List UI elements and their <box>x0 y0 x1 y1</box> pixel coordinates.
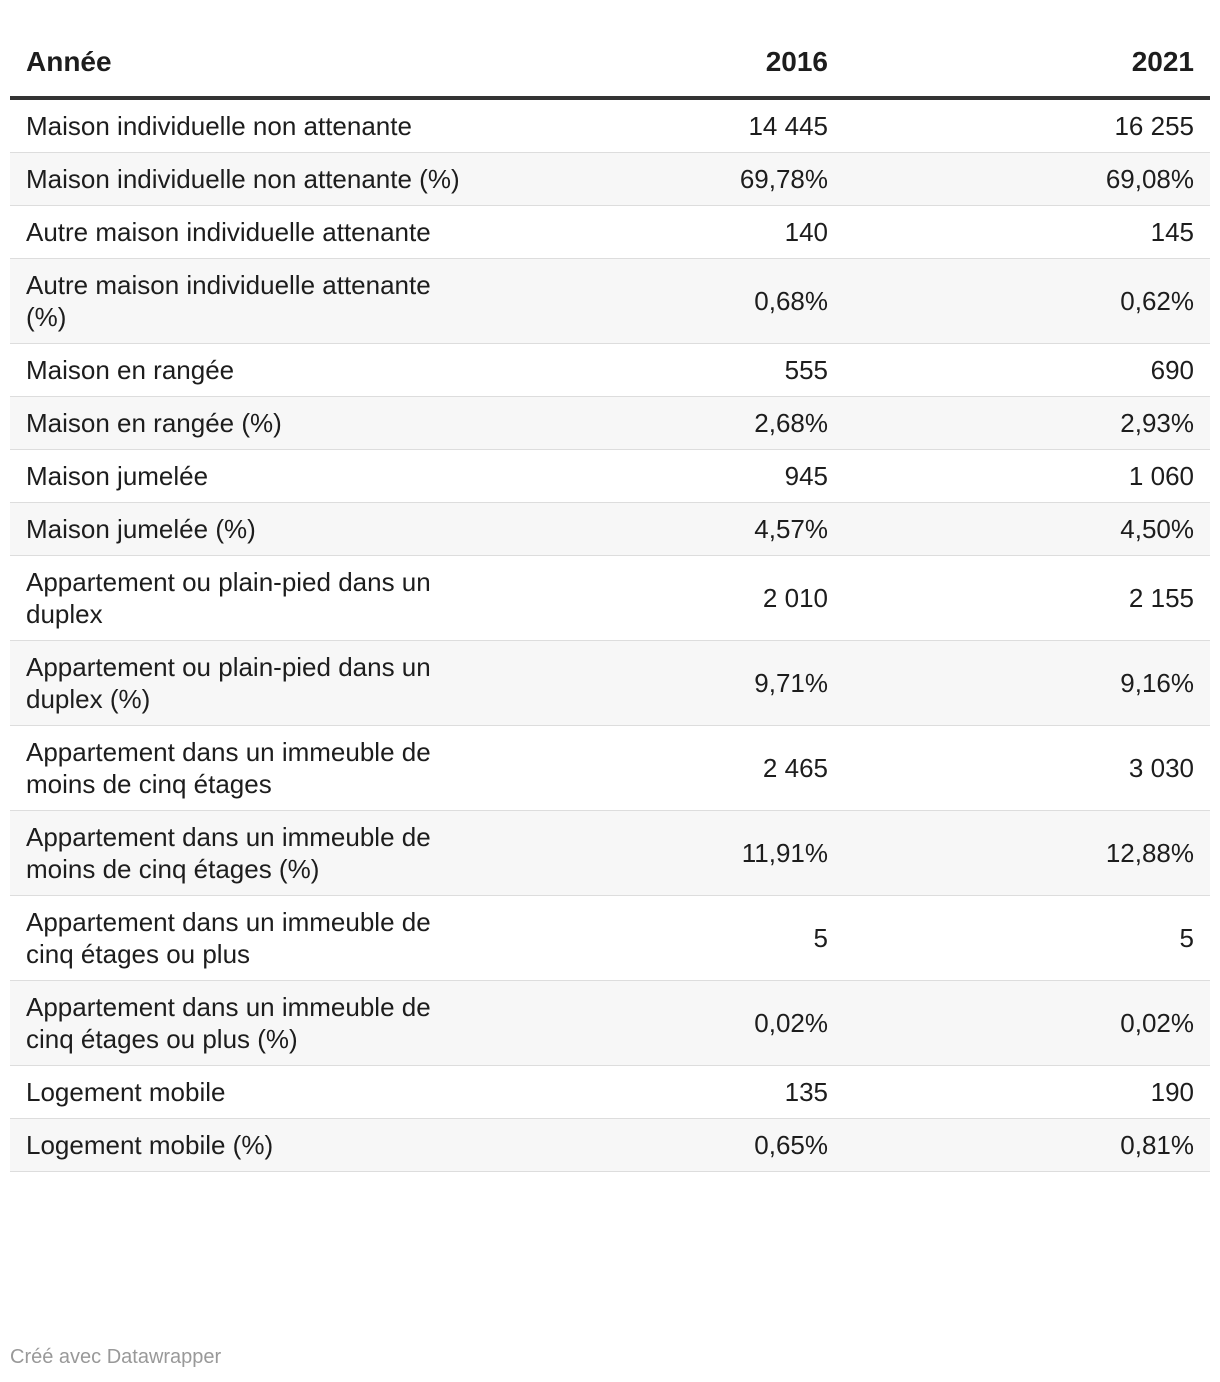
cell-2016: 0,68% <box>610 258 844 344</box>
row-label: Appartement dans un immeuble de cinq éta… <box>10 980 610 1066</box>
cell-2021: 5 <box>844 895 1210 981</box>
cell-2016: 945 <box>610 449 844 503</box>
cell-2021: 12,88% <box>844 810 1210 896</box>
column-header-annee[interactable]: Année <box>10 28 610 100</box>
row-label: Maison jumelée <box>10 449 610 503</box>
table-row: Logement mobile 135 190 <box>10 1065 1210 1119</box>
cell-2016: 14 445 <box>610 98 844 153</box>
row-label: Appartement ou plain-pied dans un duplex <box>10 555 610 641</box>
cell-2021: 1 060 <box>844 449 1210 503</box>
table-row: Logement mobile (%) 0,65% 0,81% <box>10 1118 1210 1172</box>
row-label: Appartement dans un immeuble de moins de… <box>10 725 610 811</box>
table-row: Maison individuelle non attenante 14 445 1… <box>10 98 1210 153</box>
cell-2021: 3 030 <box>844 725 1210 811</box>
row-label: Maison en rangée <box>10 343 610 397</box>
cell-2016: 0,65% <box>610 1118 844 1172</box>
cell-2016: 2 010 <box>610 555 844 641</box>
cell-2021: 190 <box>844 1065 1210 1119</box>
cell-2021: 4,50% <box>844 502 1210 556</box>
cell-2021: 0,62% <box>844 258 1210 344</box>
row-label: Appartement ou plain-pied dans un duplex… <box>10 640 610 726</box>
row-label: Logement mobile <box>10 1065 610 1119</box>
row-label: Autre maison individuelle attenante (%) <box>10 258 610 344</box>
datawrapper-credit: Créé avec Datawrapper <box>10 1346 222 1368</box>
cell-2021: 2,93% <box>844 396 1210 450</box>
column-header-2016[interactable]: 2016 <box>610 28 844 100</box>
data-table: Année 2016 2021 Maison individuelle non … <box>10 28 1210 1172</box>
column-header-2021[interactable]: 2021 <box>844 28 1210 100</box>
cell-2016: 9,71% <box>610 640 844 726</box>
cell-2016: 140 <box>610 205 844 259</box>
table-row: Autre maison individuelle attenante (%) 0… <box>10 258 1210 344</box>
cell-2021: 69,08% <box>844 152 1210 206</box>
table-row: Maison jumelée (%) 4,57% 4,50% <box>10 502 1210 556</box>
table-row: Appartement dans un immeuble de moins de… <box>10 725 1210 811</box>
table-row: Appartement ou plain-pied dans un duplex… <box>10 555 1210 641</box>
table-header: Année 2016 2021 <box>10 28 1210 100</box>
header-row: Année 2016 2021 <box>10 28 1210 100</box>
row-label: Appartement dans un immeuble de cinq éta… <box>10 895 610 981</box>
row-label: Appartement dans un immeuble de moins de… <box>10 810 610 896</box>
row-label: Maison jumelée (%) <box>10 502 610 556</box>
table-row: Appartement dans un immeuble de cinq éta… <box>10 980 1210 1066</box>
cell-2016: 69,78% <box>610 152 844 206</box>
table-body: Maison individuelle non attenante 14 445 1… <box>10 98 1210 1172</box>
row-label: Autre maison individuelle attenante <box>10 205 610 259</box>
cell-2016: 555 <box>610 343 844 397</box>
cell-2016: 2,68% <box>610 396 844 450</box>
cell-2016: 135 <box>610 1065 844 1119</box>
table-row: Maison jumelée 945 1 060 <box>10 449 1210 503</box>
row-label: Maison individuelle non attenante <box>10 98 610 153</box>
table-row: Appartement ou plain-pied dans un duplex… <box>10 640 1210 726</box>
table-row: Maison individuelle non attenante (%) 69,… <box>10 152 1210 206</box>
table-row: Maison en rangée 555 690 <box>10 343 1210 397</box>
data-table-container: Année 2016 2021 Maison individuelle non … <box>10 28 1210 1172</box>
cell-2021: 16 255 <box>844 98 1210 153</box>
table-row: Appartement dans un immeuble de moins de… <box>10 810 1210 896</box>
row-label: Maison en rangée (%) <box>10 396 610 450</box>
table-row: Appartement dans un immeuble de cinq éta… <box>10 895 1210 981</box>
cell-2021: 690 <box>844 343 1210 397</box>
cell-2021: 2 155 <box>844 555 1210 641</box>
cell-2016: 0,02% <box>610 980 844 1066</box>
row-label: Maison individuelle non attenante (%) <box>10 152 610 206</box>
cell-2016: 2 465 <box>610 725 844 811</box>
cell-2016: 5 <box>610 895 844 981</box>
row-label: Logement mobile (%) <box>10 1118 610 1172</box>
table-row: Autre maison individuelle attenante 140 14… <box>10 205 1210 259</box>
cell-2021: 145 <box>844 205 1210 259</box>
cell-2016: 11,91% <box>610 810 844 896</box>
table-row: Maison en rangée (%) 2,68% 2,93% <box>10 396 1210 450</box>
cell-2016: 4,57% <box>610 502 844 556</box>
cell-2021: 0,02% <box>844 980 1210 1066</box>
cell-2021: 9,16% <box>844 640 1210 726</box>
cell-2021: 0,81% <box>844 1118 1210 1172</box>
